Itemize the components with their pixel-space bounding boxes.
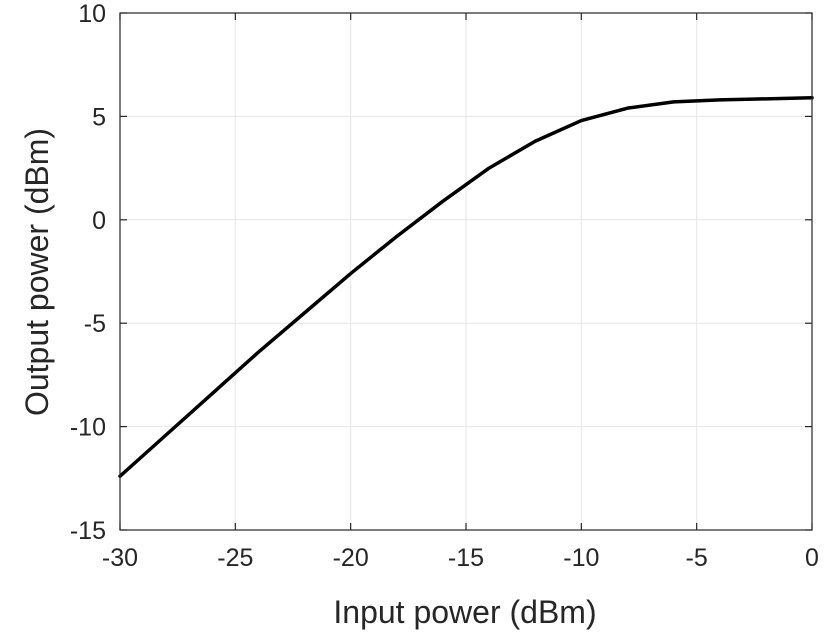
series-line (118, 96, 814, 478)
x-tick-label: -25 (217, 544, 253, 572)
x-tick-label: 0 (805, 544, 819, 572)
y-tick-label: 5 (92, 103, 106, 131)
x-tick-label: -30 (102, 544, 138, 572)
grid-lines (119, 12, 813, 531)
x-tick-label: -15 (448, 544, 484, 572)
y-axis-title: Output power (dBm) (19, 128, 55, 416)
y-tick-label: -15 (70, 517, 106, 545)
x-tick-label: -5 (686, 544, 708, 572)
series-layer (118, 96, 814, 478)
y-tick-label: -10 (70, 414, 106, 442)
x-tick-label: -10 (563, 544, 599, 572)
x-axis-title: Input power (dBm) (333, 594, 596, 630)
y-tick-label: 10 (78, 0, 106, 28)
tick-labels: -30 -25 -20 -15 -10 -5 0 -15 -10 -5 0 5 10 (70, 0, 819, 572)
y-tick-label: -5 (84, 310, 106, 338)
y-tick-label: 0 (92, 207, 106, 235)
axes (119, 12, 813, 531)
x-tick-label: -20 (333, 544, 369, 572)
